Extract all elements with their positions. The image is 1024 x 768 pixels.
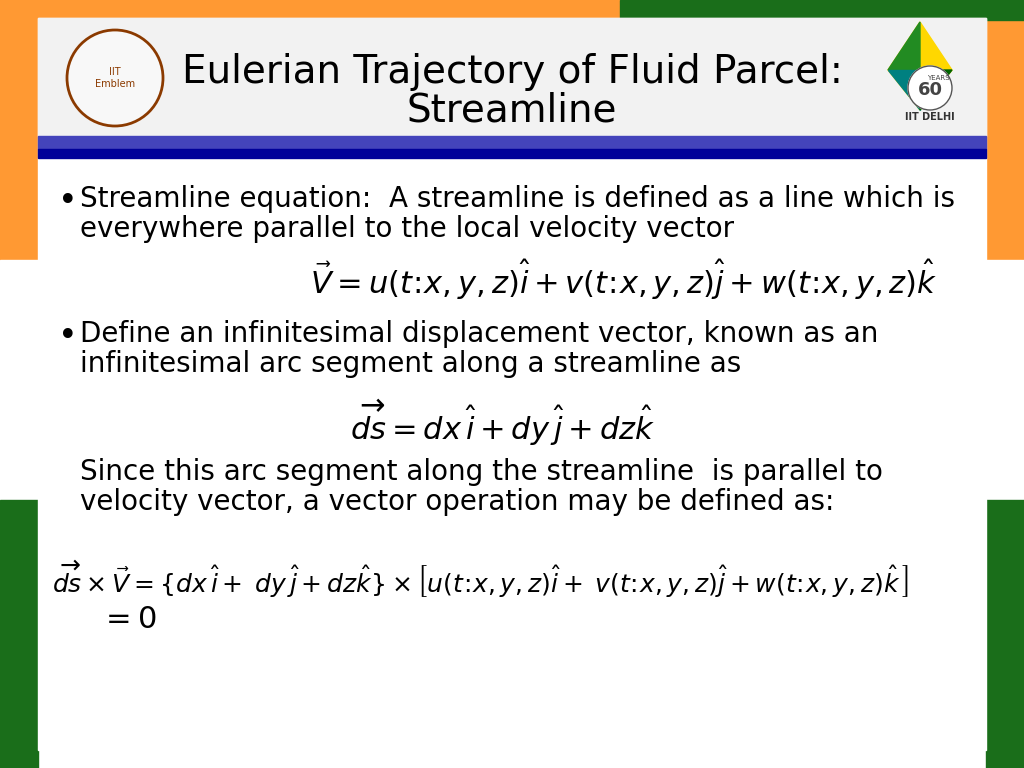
- Text: 60: 60: [918, 81, 942, 99]
- Polygon shape: [888, 70, 920, 110]
- Text: IIT
Emblem: IIT Emblem: [95, 68, 135, 89]
- Text: $\vec{V} = u(t\!:\! x,y,z)\hat{i} + v(t\!:\! x,y,z)\hat{j} + w(t\!:\! x,y,z)\hat: $\vec{V} = u(t\!:\! x,y,z)\hat{i} + v(t\…: [310, 258, 937, 303]
- Bar: [986, 500, 1024, 768]
- Polygon shape: [920, 70, 952, 110]
- Text: $\overrightarrow{ds} = dx\,\hat{i} + dy\,\hat{j} + dz\hat{k}$: $\overrightarrow{ds} = dx\,\hat{i} + dy\…: [350, 398, 655, 448]
- Text: •: •: [58, 320, 78, 353]
- Bar: [38, 136, 986, 149]
- Text: $= 0$: $= 0$: [100, 605, 157, 634]
- Text: Since this arc segment along the streamline  is parallel to: Since this arc segment along the streaml…: [80, 458, 883, 486]
- Text: Eulerian Trajectory of Fluid Parcel:: Eulerian Trajectory of Fluid Parcel:: [181, 53, 843, 91]
- Bar: [986, 0, 1024, 260]
- Text: YEARS: YEARS: [927, 75, 949, 81]
- Text: Define an infinitesimal displacement vector, known as an: Define an infinitesimal displacement vec…: [80, 320, 879, 348]
- Text: $\overrightarrow{ds} \times \vec{V} = \{dx\,\hat{i} +\;  dy\,\hat{j} + dz\hat{k}: $\overrightarrow{ds} \times \vec{V} = \{…: [52, 558, 909, 600]
- Bar: [0, 500, 38, 768]
- Text: infinitesimal arc segment along a streamline as: infinitesimal arc segment along a stream…: [80, 350, 741, 378]
- Text: •: •: [58, 185, 78, 218]
- Polygon shape: [888, 22, 920, 70]
- Text: velocity vector, a vector operation may be defined as:: velocity vector, a vector operation may …: [80, 488, 835, 516]
- Polygon shape: [888, 22, 952, 110]
- Bar: [0, 0, 38, 260]
- Bar: [38, 18, 986, 136]
- Bar: [38, 149, 986, 158]
- Text: everywhere parallel to the local velocity vector: everywhere parallel to the local velocit…: [80, 215, 734, 243]
- Bar: [0, 0, 1024, 20]
- Bar: [620, 0, 1024, 20]
- Text: Streamline equation:  A streamline is defined as a line which is: Streamline equation: A streamline is def…: [80, 185, 955, 213]
- Text: Streamline: Streamline: [407, 91, 617, 129]
- Text: IIT DELHI: IIT DELHI: [905, 112, 954, 122]
- Bar: [986, 260, 1024, 500]
- Bar: [0, 260, 38, 500]
- Circle shape: [908, 66, 952, 110]
- Circle shape: [67, 30, 163, 126]
